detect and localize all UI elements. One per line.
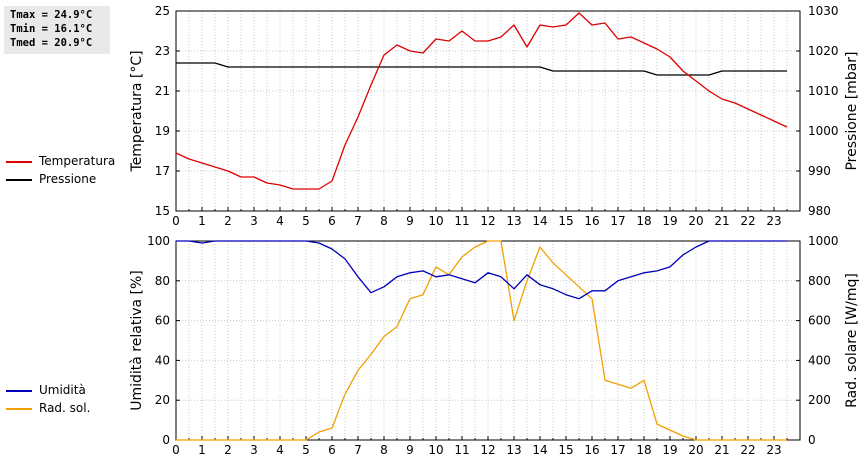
chart2-xtick-label: 8	[380, 443, 388, 457]
chart2-xtick-label: 4	[276, 443, 284, 457]
chart2-xtick-label: 7	[354, 443, 362, 457]
chart1-series-pressione	[176, 62, 787, 76]
chart2-xtick-label: 19	[662, 443, 677, 457]
chart2-xtick-label: 0	[172, 443, 180, 457]
legend-label-pressione: Pressione	[39, 172, 97, 186]
chart2-xtick-label: 9	[406, 443, 414, 457]
tmin-text: Tmin = 16.1°C	[10, 23, 93, 35]
chart1-y2tick-label: 1030	[808, 4, 839, 18]
chart1-xtick-label: 14	[532, 214, 547, 228]
chart1-xtick-label: 0	[172, 214, 180, 228]
chart1-xtick-label: 4	[276, 214, 284, 228]
chart1-ytick-label: 25	[155, 4, 170, 18]
chart1-ytick-label: 19	[155, 124, 170, 138]
chart1-xtick-label: 5	[302, 214, 310, 228]
chart1-ytick-label: 21	[155, 84, 170, 98]
chart1-xtick-label: 12	[480, 214, 495, 228]
chart2-y2tick-label: 800	[808, 274, 831, 288]
legend-label-temperatura: Temperatura	[39, 154, 116, 168]
chart2-ytick-label: 20	[155, 393, 170, 407]
chart1-xtick-label: 3	[250, 214, 258, 228]
chart2-xtick-label: 1	[198, 443, 206, 457]
chart2-xtick-label: 23	[766, 443, 781, 457]
chart2-ytick-label: 80	[155, 274, 170, 288]
chart2-xtick-label: 20	[688, 443, 703, 457]
chart1-y2label: Pressione [mbar]	[844, 51, 860, 170]
chart2-xtick-label: 22	[740, 443, 755, 457]
chart1-y2tick-label: 1010	[808, 84, 839, 98]
chart1-xtick-label: 18	[636, 214, 651, 228]
chart2-ylabel: Umidità relativa [%]	[129, 270, 145, 411]
chart2-y2tick-label: 400	[808, 353, 831, 367]
chart2-xtick-label: 3	[250, 443, 258, 457]
chart2-y2tick-label: 1000	[808, 234, 839, 248]
chart2-ytick-label: 40	[155, 353, 170, 367]
chart2-y2label: Rad. solare [W/mq]	[844, 273, 860, 408]
legend-item-temperatura: Temperatura	[4, 153, 124, 171]
chart2-series-rad-sol	[176, 240, 787, 441]
chart1-xtick-label: 17	[610, 214, 625, 228]
chart1-y2tick-label: 990	[808, 164, 831, 178]
chart2-xtick-label: 16	[584, 443, 599, 457]
chart1-xtick-label: 16	[584, 214, 599, 228]
chart1-ylabel: Temperatura [°C]	[129, 50, 145, 172]
chart2-ytick-label: 60	[155, 314, 170, 328]
chart1-xtick-label: 6	[328, 214, 336, 228]
legend-top: Temperatura Pressione	[4, 153, 124, 189]
chart1-xtick-label: 1	[198, 214, 206, 228]
chart2-xtick-label: 18	[636, 443, 651, 457]
chart1-series-temperatura	[175, 12, 788, 190]
chart2-y2tick-label: 600	[808, 314, 831, 328]
chart2-xtick-label: 5	[302, 443, 310, 457]
chart1-y2tick-label: 1000	[808, 124, 839, 138]
chart1-xtick-label: 19	[662, 214, 677, 228]
chart2-ytick-label: 100	[147, 234, 170, 248]
chart1-ytick-label: 17	[155, 164, 170, 178]
legend-swatch-umidita	[6, 390, 32, 392]
chart2-series-umidit	[176, 240, 787, 300]
legend-label-rad-sol: Rad. sol.	[39, 401, 91, 415]
chart1-xtick-label: 13	[506, 214, 521, 228]
chart2-xtick-label: 13	[506, 443, 521, 457]
tmax-text: Tmax = 24.9°C	[10, 9, 93, 21]
chart1-xtick-label: 7	[354, 214, 362, 228]
chart1-xtick-label: 11	[454, 214, 469, 228]
legend-swatch-pressione	[6, 179, 32, 181]
chart2-xtick-label: 10	[428, 443, 443, 457]
chart2-ytick-label: 0	[162, 433, 170, 447]
chart1-xtick-label: 8	[380, 214, 388, 228]
chart2-y2tick-label: 0	[808, 433, 816, 447]
chart1-ytick-label: 23	[155, 44, 170, 58]
chart2-xtick-label: 15	[558, 443, 573, 457]
legend-item-rad-sol: Rad. sol.	[4, 400, 124, 418]
tmed-text: Tmed = 20.9°C	[10, 37, 93, 49]
chart1-xtick-label: 9	[406, 214, 414, 228]
chart1-y2tick-label: 1020	[808, 44, 839, 58]
legend-label-umidita: Umidità	[39, 383, 86, 397]
chart2-xtick-label: 12	[480, 443, 495, 457]
chart2-xtick-label: 21	[714, 443, 729, 457]
stats-box: Tmax = 24.9°C Tmin = 16.1°C Tmed = 20.9°…	[4, 6, 110, 54]
chart1-xtick-label: 21	[714, 214, 729, 228]
chart2-xtick-label: 14	[532, 443, 547, 457]
legend-bottom: Umidità Rad. sol.	[4, 382, 124, 418]
legend-item-umidita: Umidità	[4, 382, 124, 400]
chart2-y2tick-label: 200	[808, 393, 831, 407]
legend-swatch-rad-sol	[6, 408, 32, 410]
chart1-ytick-label: 15	[155, 204, 170, 218]
chart1-xtick-label: 22	[740, 214, 755, 228]
chart2-xtick-label: 11	[454, 443, 469, 457]
chart2-xtick-label: 17	[610, 443, 625, 457]
legend-swatch-temperatura	[6, 161, 32, 163]
chart1-xtick-label: 20	[688, 214, 703, 228]
chart2-xtick-label: 6	[328, 443, 336, 457]
chart1-xtick-label: 15	[558, 214, 573, 228]
chart1-y2tick-label: 980	[808, 204, 831, 218]
chart1-xtick-label: 2	[224, 214, 232, 228]
chart1-xtick-label: 23	[766, 214, 781, 228]
chart1-xtick-label: 10	[428, 214, 443, 228]
chart2-xtick-label: 2	[224, 443, 232, 457]
legend-item-pressione: Pressione	[4, 171, 124, 189]
